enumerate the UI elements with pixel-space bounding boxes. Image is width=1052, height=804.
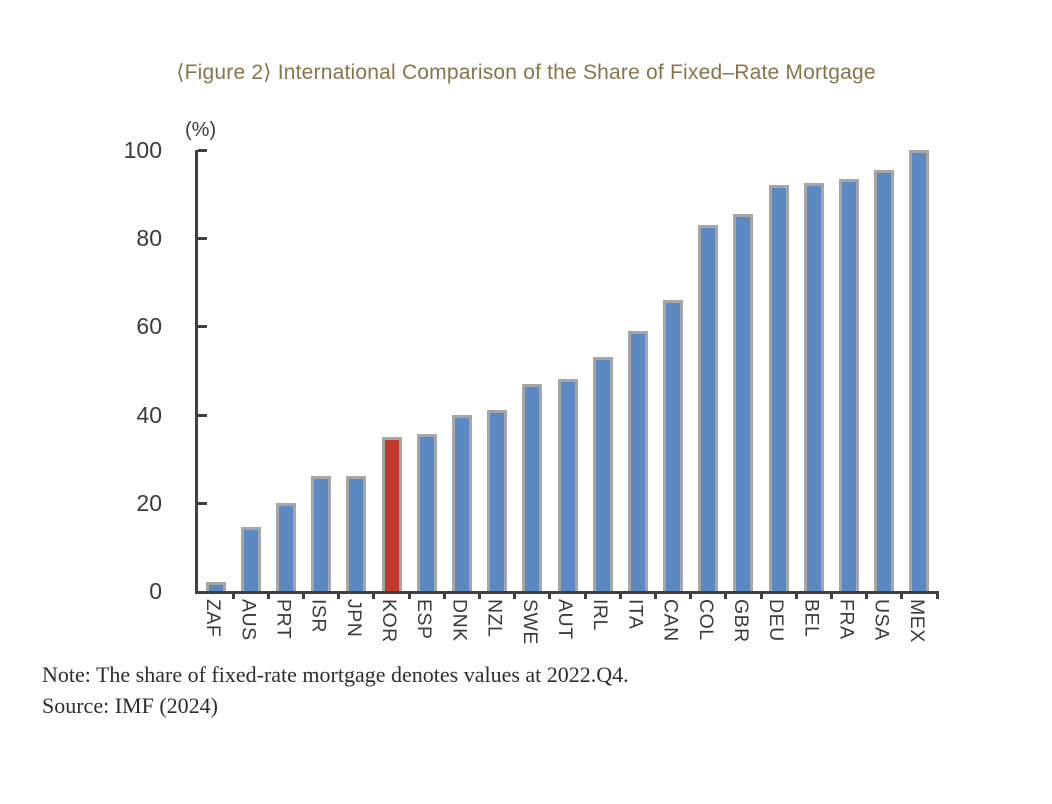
x-label-KOR: KOR	[378, 599, 401, 643]
x-axis-tick	[548, 591, 552, 599]
x-label-DEU: DEU	[765, 599, 788, 642]
x-label-CAN: CAN	[659, 599, 682, 642]
x-axis-tick	[513, 591, 517, 599]
figure-title: ⟨Figure 2⟩ International Comparison of t…	[176, 61, 876, 84]
bar-ITA	[627, 330, 648, 591]
x-label-ITA: ITA	[624, 599, 647, 630]
x-axis-tick	[935, 591, 939, 599]
x-label-AUS: AUS	[237, 599, 260, 641]
bar-AUT	[557, 379, 578, 591]
y-tick-label-100: 100	[123, 137, 162, 163]
x-label-BEL: BEL	[800, 599, 823, 638]
bar-USA	[874, 169, 895, 591]
bar-CAN	[663, 299, 684, 591]
y-tick-label-60: 60	[136, 313, 162, 340]
bar-SWE	[522, 383, 543, 591]
bar-COL	[698, 224, 719, 591]
bar-FRA	[839, 178, 860, 591]
x-axis-tick	[231, 591, 235, 599]
x-label-NZL: NZL	[483, 599, 506, 638]
bar-ISR	[311, 476, 332, 591]
x-axis-tick	[900, 591, 904, 599]
bar-JPN	[346, 476, 367, 591]
bar-ESP	[416, 434, 437, 591]
x-label-SWE: SWE	[518, 599, 541, 645]
x-label-JPN: JPN	[342, 599, 365, 638]
bar-PRT	[275, 502, 296, 591]
x-axis-tick	[865, 591, 869, 599]
bar-AUS	[240, 527, 261, 591]
x-axis-tick	[829, 591, 833, 599]
x-label-FRA: FRA	[835, 599, 858, 640]
bar-MEX	[909, 150, 930, 591]
bar-ZAF	[205, 582, 226, 591]
x-label-IRL: IRL	[589, 599, 612, 631]
x-axis-tick	[442, 591, 446, 599]
y-axis-unit-label: (%)	[185, 119, 217, 141]
source-text: Source: IMF (2024)	[42, 693, 218, 718]
bar-BEL	[803, 183, 824, 591]
y-tick-label-0: 0	[149, 578, 162, 604]
y-axis-tick	[198, 237, 207, 241]
y-axis-tick	[198, 325, 207, 329]
y-axis-tick-labels: 0 20 40 60 80 100	[82, 139, 162, 603]
x-label-ESP: ESP	[413, 599, 436, 640]
x-axis-tick	[478, 591, 482, 599]
x-axis-tick	[689, 591, 693, 599]
x-label-ZAF: ZAF	[202, 599, 225, 638]
x-label-MEX: MEX	[905, 599, 928, 643]
x-label-PRT: PRT	[272, 599, 295, 640]
x-axis-tick	[372, 591, 376, 599]
bar-GBR	[733, 213, 754, 591]
x-axis-tick	[337, 591, 341, 599]
y-tick-label-40: 40	[136, 401, 162, 428]
y-axis-tick	[198, 413, 207, 417]
x-label-COL: COL	[694, 599, 717, 641]
x-label-ISR: ISR	[307, 599, 330, 634]
y-tick-label-80: 80	[136, 225, 162, 252]
x-axis-tick	[583, 591, 587, 599]
bar-KOR	[381, 436, 402, 591]
x-label-AUT: AUT	[554, 599, 576, 640]
x-axis-tick	[302, 591, 306, 599]
x-axis-tick	[407, 591, 411, 599]
bar-DNK	[451, 414, 472, 591]
x-axis-tick	[759, 591, 763, 599]
y-axis-tick	[198, 149, 207, 152]
x-label-GBR: GBR	[729, 599, 752, 643]
plot-area	[195, 149, 939, 599]
y-tick-label-20: 20	[136, 489, 162, 516]
x-axis-tick	[724, 591, 728, 599]
y-axis-tick	[198, 501, 207, 505]
x-label-DNK: DNK	[448, 599, 471, 642]
x-axis-tick	[794, 591, 798, 599]
note-text: Note: The share of fixed-rate mortgage d…	[42, 662, 629, 687]
bar-IRL	[592, 357, 613, 591]
bar-DEU	[768, 185, 789, 591]
x-axis-tick	[653, 591, 657, 599]
bar-NZL	[487, 410, 508, 591]
x-axis-tick	[266, 591, 270, 599]
x-axis-tick	[618, 591, 622, 599]
x-axis-category-labels: ZAF AUS PRT ISR JPN KOR ESP DNK NZL SWE AUT IRL ITA C…	[195, 599, 934, 661]
x-label-USA: USA	[870, 599, 893, 641]
